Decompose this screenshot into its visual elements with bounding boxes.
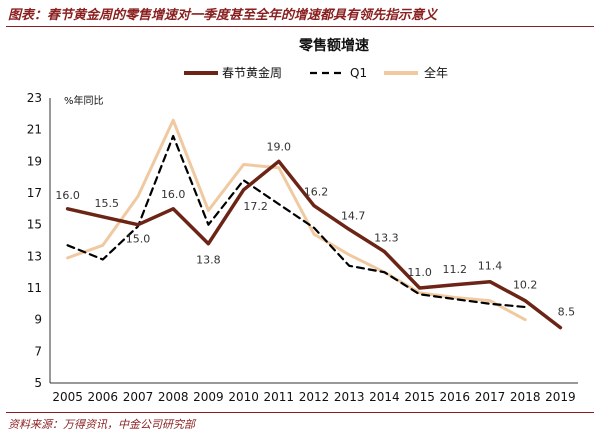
x-tick-2013: 2013 <box>334 390 365 404</box>
data-label-2010: 17.2 <box>243 200 268 213</box>
top-rule <box>6 26 594 27</box>
x-tick-2005: 2005 <box>52 390 83 404</box>
data-label-2006: 15.5 <box>95 197 120 210</box>
data-label-2007: 15.0 <box>126 233 151 246</box>
data-label-2019: 8.5 <box>558 306 576 319</box>
x-tick-2016: 2016 <box>440 390 471 404</box>
chart-title: 零售额增速 <box>298 37 369 54</box>
y-tick-labels: 5 7 9 11 13 15 17 19 21 23 <box>27 91 42 390</box>
bottom-rule <box>6 412 594 413</box>
x-tick-2019: 2019 <box>545 390 576 404</box>
figure-caption: 图表：春节黄金周的零售增速对一季度甚至全年的增速都具有领先指示意义 <box>8 8 438 23</box>
y-tick-11: 11 <box>27 281 42 295</box>
y-tick-7: 7 <box>34 344 42 358</box>
x-tick-2007: 2007 <box>123 390 154 404</box>
x-tick-2015: 2015 <box>404 390 435 404</box>
x-tick-labels: 2005 2006 2007 2008 2009 2010 2011 2012 2013 2014… <box>52 390 575 404</box>
source-note: 资料来源：万得资讯，中金公司研究部 <box>8 418 195 431</box>
data-label-2005: 16.0 <box>55 189 80 202</box>
y-tick-23: 23 <box>27 91 42 105</box>
data-label-2016: 11.2 <box>443 263 468 276</box>
y-tick-17: 17 <box>27 186 42 200</box>
data-labels: 16.0 15.5 15.0 16.0 13.8 17.2 19.0 16.2 14.7 13.3… <box>55 140 575 318</box>
series-layer <box>65 118 563 330</box>
x-tick-2010: 2010 <box>228 390 259 404</box>
x-tick-2009: 2009 <box>193 390 224 404</box>
y-tick-19: 19 <box>27 154 42 168</box>
y-tick-5: 5 <box>34 376 42 390</box>
legend-label-holiday: 春节黄金周 <box>222 65 282 80</box>
data-label-2013: 14.7 <box>341 209 366 222</box>
data-label-2008: 16.0 <box>161 188 186 201</box>
data-label-2015: 11.0 <box>407 266 432 279</box>
y-tick-9: 9 <box>34 313 42 327</box>
x-tick-2008: 2008 <box>158 390 189 404</box>
legend: 春节黄金周 Q1 全年 <box>184 65 448 80</box>
legend-label-q1: Q1 <box>350 66 367 80</box>
legend-label-year: 全年 <box>424 65 448 80</box>
y-tick-21: 21 <box>27 123 42 137</box>
x-tick-2018: 2018 <box>510 390 541 404</box>
data-label-2018: 10.2 <box>513 279 538 292</box>
series-line-holiday <box>65 159 563 330</box>
x-tick-2017: 2017 <box>475 390 506 404</box>
data-label-2012: 16.2 <box>304 186 329 199</box>
x-tick-2012: 2012 <box>299 390 330 404</box>
x-tick-2014: 2014 <box>369 390 400 404</box>
series-line-year <box>66 118 527 322</box>
y-tick-15: 15 <box>27 218 42 232</box>
data-label-2014: 13.3 <box>374 232 399 245</box>
data-label-2017: 11.4 <box>478 260 503 273</box>
x-tick-2011: 2011 <box>264 390 295 404</box>
x-tick-2006: 2006 <box>88 390 119 404</box>
data-label-2009: 13.8 <box>196 254 221 267</box>
series-line-q1 <box>66 134 527 309</box>
unit-label: %年同比 <box>64 94 104 107</box>
y-tick-13: 13 <box>27 249 42 263</box>
data-label-2011: 19.0 <box>267 140 292 153</box>
